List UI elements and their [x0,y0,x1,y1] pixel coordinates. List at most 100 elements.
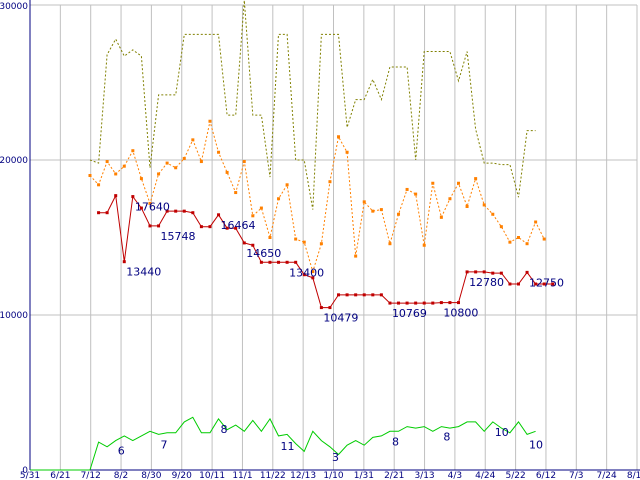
price-point [362,293,366,297]
avg-point [97,183,101,187]
price-point [405,301,409,305]
price-point [182,209,186,213]
avg-point [285,183,289,187]
avg-point [148,201,152,205]
price-point [174,209,178,213]
avg-point [354,254,358,258]
series-group [30,0,555,471]
data-labels: 13440 17640 15748 16464 14650 13400 10479 10769… [118,201,564,464]
x-tick-label: 4/3 [448,471,462,480]
volume-data-label: 3 [332,451,339,464]
avg-point [439,215,443,219]
avg-point [345,150,349,154]
price-point [277,260,281,264]
price-point [328,306,332,310]
avg-point [302,240,306,244]
volume-data-label: 10 [495,426,509,439]
price-point [499,271,503,275]
x-tick-label: 6/12 [536,471,556,480]
price-point [285,260,289,264]
price-point [165,209,169,213]
price-point [148,224,152,228]
price-point [457,301,460,305]
volume-data-label: 8 [443,431,450,444]
avg-point [371,209,375,213]
avg-point [525,242,529,246]
avg-point [328,180,332,184]
price-point [345,293,349,297]
avg-point [174,166,178,170]
volume-data-label: 11 [281,440,295,453]
avg-point [534,220,538,224]
price-point [302,273,306,277]
price-point [157,224,161,228]
avg-point [277,197,281,201]
avg-point [88,174,92,177]
price-point [191,211,195,215]
y-tick-label: 30000 [0,2,28,12]
avg-point [337,135,341,139]
avg-point [431,181,435,185]
avg-point [448,197,452,201]
price-point [431,301,435,305]
avg-point [105,160,109,164]
price-point [268,260,272,264]
avg-point [405,187,409,191]
avg-point [422,243,426,247]
price-data-label: 12780 [469,276,504,289]
price-data-label: 17640 [135,201,170,214]
y-tick-label: 20000 [0,156,28,166]
volume-data-label: 8 [221,423,228,436]
price-point [465,270,469,274]
price-point [516,282,520,286]
x-tick-label: 1/10 [323,471,343,480]
avg-point [397,212,401,216]
price-data-label: 13400 [289,266,324,279]
avg-point [217,150,221,154]
price-point [208,225,212,229]
volume-line [89,416,536,471]
price-point [448,301,452,305]
x-tick-label: 5/31 [20,471,40,480]
price-data-label: 14650 [246,247,281,260]
volume-data-label: 10 [529,438,543,451]
avg-point [268,236,272,239]
price-point [139,206,143,210]
price-point [199,225,203,229]
price-point [542,282,546,286]
avg-point [259,206,263,210]
price-data-label: 16464 [221,219,256,232]
price-point [234,226,238,230]
price-point [122,260,126,264]
avg-point [139,177,143,181]
avg-point [379,208,383,212]
price-point [259,260,263,264]
price-point [225,226,229,230]
avg-point [482,203,486,207]
price-point [379,293,383,297]
avg-point [319,242,323,246]
price-point [311,276,315,280]
avg-point [114,172,118,176]
avg-point [457,181,460,185]
price-point [525,270,529,274]
avg-point [182,156,186,160]
price-data-label: 15748 [161,230,196,243]
avg-point [465,205,469,208]
price-point [439,301,443,305]
price-point [397,301,401,305]
price-point [482,270,486,274]
avg-point [414,192,418,196]
price-point [354,293,358,297]
x-tick-label: 11/22 [260,471,286,480]
volume-data-label: 6 [118,445,125,458]
x-tick-label: 7/24 [597,471,617,480]
x-tick-label: 11/1 [232,471,252,480]
price-point [491,271,495,275]
x-tick-label: 7/3 [569,471,583,480]
price-point [97,211,101,215]
x-tick-label: 7/12 [81,471,101,480]
price-point [388,301,392,305]
x-tick-label: 10/11 [199,471,225,480]
